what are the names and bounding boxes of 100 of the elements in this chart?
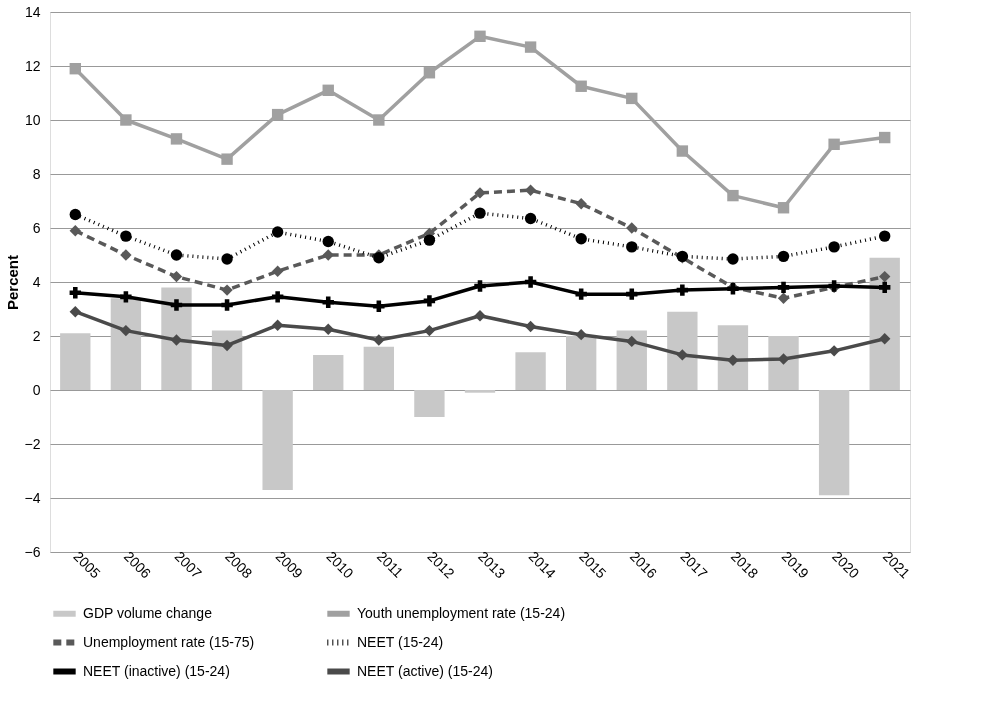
bar: [869, 257, 900, 390]
bar: [313, 354, 344, 390]
point: [322, 235, 334, 248]
point: [69, 306, 81, 318]
point: [373, 300, 385, 312]
legend-label: Unemployment rate (15-75): [83, 633, 255, 650]
point: [575, 328, 587, 341]
bar: [363, 346, 394, 390]
point: [626, 241, 638, 253]
point: [777, 281, 790, 294]
point: [727, 189, 739, 202]
bar: [768, 336, 799, 390]
bar: [464, 390, 496, 393]
legend-label: GDP volume change: [83, 604, 213, 621]
point: [423, 295, 436, 307]
point: [575, 288, 587, 300]
point: [271, 265, 284, 277]
point: [221, 253, 233, 265]
y-tick-label: 14: [24, 3, 41, 20]
y-tick-label: 8: [32, 165, 41, 182]
point: [170, 299, 183, 311]
point: [69, 208, 81, 221]
point: [120, 230, 132, 242]
point: [423, 67, 436, 79]
point: [373, 114, 385, 126]
point: [322, 296, 334, 308]
legend-label: Youth unemployment rate (15-24): [357, 604, 566, 621]
point: [575, 233, 587, 245]
point: [676, 145, 689, 157]
point: [474, 30, 486, 42]
y-tick-label: 0: [32, 381, 41, 398]
point: [69, 63, 81, 75]
point: [170, 249, 183, 261]
point: [221, 284, 233, 296]
point: [828, 241, 840, 253]
point: [271, 108, 284, 121]
point: [120, 291, 132, 303]
point: [879, 131, 891, 144]
y-tick-label: 6: [32, 219, 41, 236]
point: [221, 153, 233, 165]
point: [879, 230, 891, 242]
point: [221, 299, 233, 311]
bar: [515, 352, 546, 390]
bar: [211, 330, 243, 390]
point: [423, 234, 436, 246]
bar: [818, 390, 850, 496]
point: [879, 333, 891, 345]
point: [626, 222, 638, 234]
point: [777, 292, 790, 304]
y-axis-title: Percent: [3, 254, 21, 311]
point: [120, 249, 132, 261]
point: [271, 226, 284, 238]
point: [474, 310, 486, 322]
y-tick-label: 4: [32, 273, 41, 290]
point: [524, 276, 537, 288]
point: [879, 281, 891, 294]
point: [727, 354, 739, 366]
point: [322, 249, 334, 261]
point: [524, 320, 537, 333]
bar: [667, 311, 698, 390]
bar: [566, 336, 597, 390]
legend-label: NEET (15-24): [357, 633, 444, 650]
point: [524, 212, 537, 225]
point: [170, 270, 183, 283]
y-tick-label: 12: [24, 57, 41, 74]
point: [474, 207, 486, 219]
y-tick-label: −6: [24, 543, 41, 560]
point: [524, 41, 537, 53]
point: [69, 225, 81, 237]
point: [271, 291, 284, 303]
bar: [616, 330, 647, 390]
bar: [717, 325, 749, 390]
point: [120, 324, 132, 337]
point: [777, 250, 790, 263]
point: [626, 288, 638, 300]
point: [575, 198, 587, 210]
point: [221, 339, 233, 352]
bar: [110, 298, 142, 390]
point: [676, 284, 689, 296]
bar: [414, 390, 445, 417]
legend-label: NEET (active) (15-24): [357, 662, 493, 679]
point: [626, 335, 638, 348]
point: [322, 323, 334, 335]
point: [69, 287, 81, 299]
point: [626, 92, 638, 105]
point: [727, 253, 739, 265]
point: [575, 80, 587, 92]
y-tick-label: 10: [24, 111, 41, 128]
y-tick-label: −4: [24, 489, 41, 506]
point: [828, 138, 840, 150]
point: [120, 114, 132, 126]
legend-label: NEET (inactive) (15-24): [83, 662, 230, 679]
bar: [60, 333, 91, 390]
point: [170, 133, 183, 145]
bar: [262, 390, 293, 490]
y-tick-label: 2: [32, 327, 41, 344]
point: [474, 187, 486, 199]
y-tick-label: −2: [24, 435, 41, 452]
point: [373, 334, 385, 346]
point: [423, 324, 436, 337]
